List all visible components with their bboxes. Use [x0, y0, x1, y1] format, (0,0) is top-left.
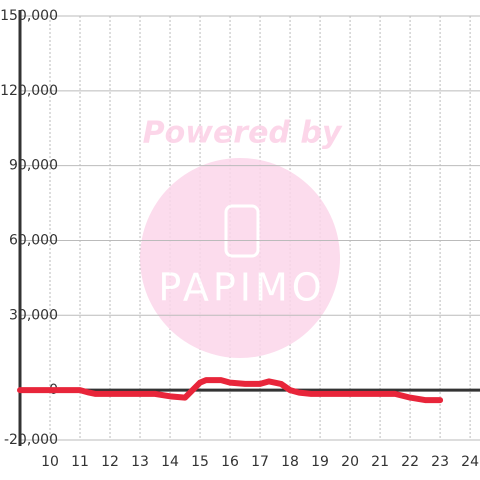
y-tick-label: 90,000 — [9, 158, 58, 174]
watermark-logo: PAPIMO — [158, 266, 325, 310]
x-tick-label: 22 — [401, 454, 419, 470]
y-tick-label: 120,000 — [0, 83, 58, 99]
x-tick-label: 17 — [251, 454, 269, 470]
y-tick-label: 150,000 — [0, 8, 58, 24]
y-tick-label: 30,000 — [9, 307, 58, 323]
x-tick-label: 24 — [461, 454, 479, 470]
y-tick-label: -20,000 — [4, 432, 58, 448]
x-tick-label: 10 — [41, 454, 59, 470]
watermark-text: Powered by — [143, 116, 343, 151]
x-tick-label: 13 — [131, 454, 149, 470]
x-tick-label: 19 — [311, 454, 329, 470]
x-tick-label: 15 — [191, 454, 209, 470]
data-line — [17, 377, 444, 404]
x-tick-label: 16 — [221, 454, 239, 470]
x-tick-label: 21 — [371, 454, 389, 470]
x-tick-label: 23 — [431, 454, 449, 470]
y-tick-label: 60,000 — [9, 232, 58, 248]
watermark-icon — [224, 204, 260, 258]
x-tick-label: 14 — [161, 454, 179, 470]
x-tick-label: 11 — [71, 454, 89, 470]
x-tick-label: 18 — [281, 454, 299, 470]
x-tick-label: 12 — [101, 454, 119, 470]
watermark: Powered by PAPIMO — [140, 116, 343, 358]
x-tick-label: 20 — [341, 454, 359, 470]
watermark-circle — [140, 158, 340, 358]
